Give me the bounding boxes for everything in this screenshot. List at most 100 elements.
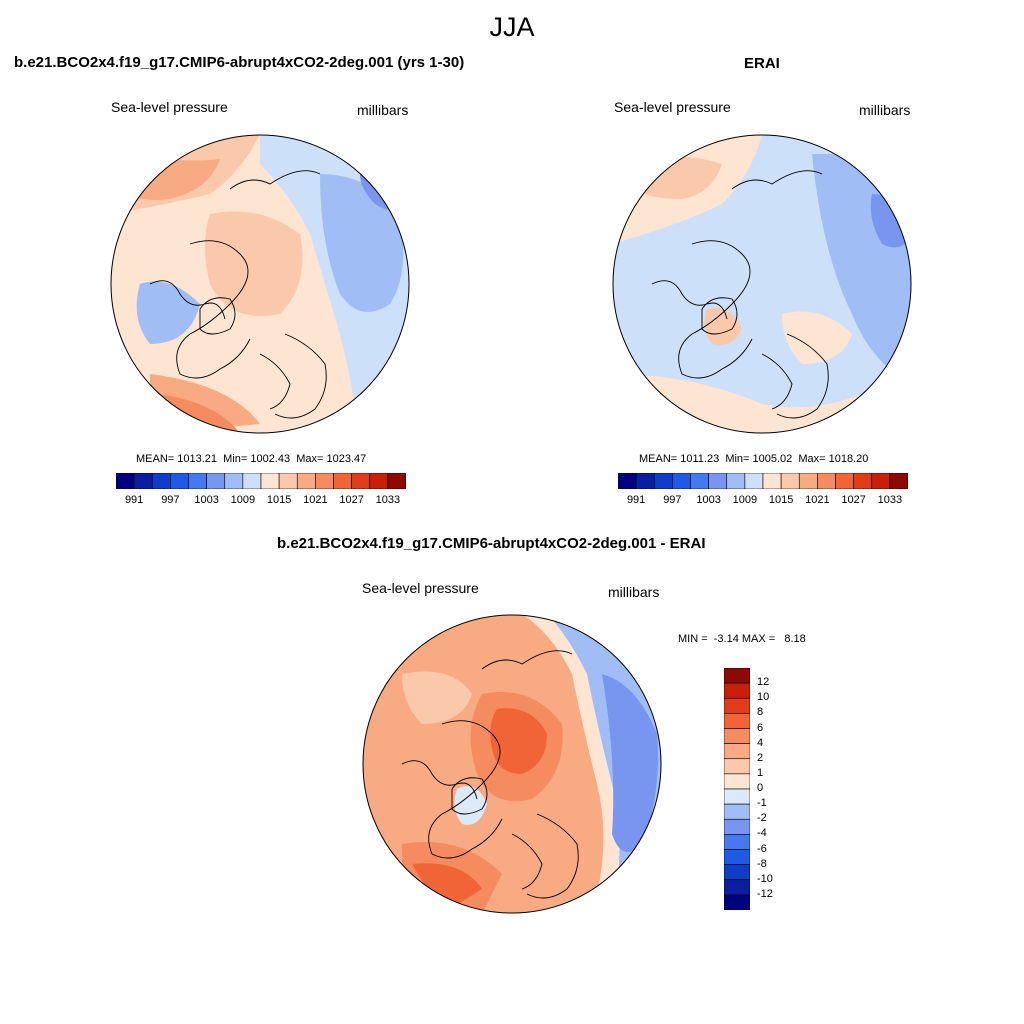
colorbar-swatch — [744, 473, 764, 489]
colorbar-swatch — [116, 473, 135, 489]
colorbar-swatch — [871, 473, 891, 489]
colorbar-swatch — [653, 473, 673, 489]
colorbar-swatch — [224, 473, 244, 489]
colorbar-swatch — [170, 473, 189, 489]
colorbar-swatch — [726, 473, 746, 489]
panel1-colorbar — [116, 473, 406, 489]
colorbar-swatch — [690, 473, 709, 489]
colorbar-tick-label: 991 — [626, 494, 646, 506]
colorbar-swatch — [296, 473, 316, 489]
panel2-variable-label: Sea-level pressure — [614, 99, 731, 115]
colorbar-swatch — [724, 803, 750, 820]
colorbar-tick-label: 10 — [757, 691, 770, 704]
colorbar-tick-label: 1003 — [194, 494, 219, 506]
colorbar-swatch — [762, 473, 782, 489]
panel2-title: ERAI — [744, 55, 780, 72]
colorbar-tick-label: -2 — [757, 812, 767, 825]
colorbar-tick-label: -12 — [757, 887, 773, 900]
colorbar-swatch — [315, 473, 334, 489]
colorbar-tick-label: 997 — [161, 494, 180, 506]
panel2-stats: MEAN= 1011.23 Min= 1005.02 Max= 1018.20 — [639, 453, 869, 465]
colorbar-tick-label: -4 — [757, 827, 767, 840]
figure-title: JJA — [489, 12, 535, 42]
colorbar-swatch — [853, 473, 873, 489]
colorbar-tick-label: 2 — [757, 751, 764, 764]
colorbar-swatch — [724, 818, 750, 835]
colorbar-tick-label: 997 — [663, 494, 682, 506]
colorbar-swatch — [724, 682, 750, 699]
colorbar-swatch — [724, 758, 750, 775]
colorbar-swatch — [387, 473, 406, 489]
colorbar-tick-label: -6 — [757, 842, 767, 855]
panel1-title: b.e21.BCO2x4.f19_g17.CMIP6-abrupt4xCO2-2… — [14, 54, 465, 71]
colorbar-swatch — [242, 473, 262, 489]
colorbar-swatch — [260, 473, 280, 489]
colorbar-swatch — [188, 473, 207, 489]
colorbar-swatch — [817, 473, 836, 489]
colorbar-swatch — [151, 473, 171, 489]
colorbar-tick-label: -1 — [757, 797, 767, 810]
colorbar-swatch — [672, 473, 691, 489]
colorbar-swatch — [133, 473, 153, 489]
colorbar-swatch — [708, 473, 728, 489]
colorbar-swatch — [278, 473, 298, 489]
panel2-units-label: millibars — [859, 102, 911, 118]
panel3-colorbar-labels: 12 10 8 6 4 2 1 0 -1 -2 -4 -6 -8 -10 -12 — [757, 668, 797, 910]
colorbar-swatch — [635, 473, 655, 489]
colorbar-tick-label: 1009 — [732, 494, 758, 506]
panel1-colorbar-labels: 991 997 1003 1009 1015 1021 1027 1033 — [116, 494, 406, 508]
colorbar-tick-label: 1027 — [841, 494, 866, 506]
panel3-units-label: millibars — [608, 584, 660, 600]
panel2-colorbar — [618, 473, 908, 489]
colorbar-swatch — [835, 473, 854, 489]
panel1-variable-label: Sea-level pressure — [111, 99, 228, 115]
colorbar-tick-label: 1015 — [768, 494, 794, 506]
panel1-units-label: millibars — [357, 102, 409, 118]
colorbar-tick-label: 8 — [757, 706, 764, 719]
colorbar-swatch — [333, 473, 352, 489]
colorbar-tick-label: 1015 — [266, 494, 292, 506]
colorbar-swatch — [369, 473, 389, 489]
colorbar-swatch — [780, 473, 800, 489]
panel3-colorbar — [724, 668, 750, 910]
colorbar-tick-label: 991 — [124, 494, 144, 506]
colorbar-swatch — [724, 668, 750, 684]
colorbar-tick-label: 12 — [757, 676, 770, 689]
colorbar-tick-label: 0 — [757, 782, 764, 794]
colorbar-swatch — [724, 713, 750, 729]
colorbar-tick-label: 4 — [757, 736, 764, 749]
colorbar-swatch — [618, 473, 637, 489]
colorbar-swatch — [889, 473, 908, 489]
colorbar-swatch — [351, 473, 371, 489]
colorbar-tick-label: 1033 — [877, 494, 903, 506]
colorbar-swatch — [724, 894, 750, 910]
panel1-stats: MEAN= 1013.21 Min= 1002.43 Max= 1023.47 — [136, 453, 367, 465]
colorbar-swatch — [206, 473, 226, 489]
panel1-map — [110, 134, 410, 434]
panel2-map — [612, 134, 912, 434]
colorbar-tick-label: 6 — [757, 721, 764, 734]
colorbar-tick-label: 1003 — [696, 494, 721, 506]
colorbar-swatch — [724, 728, 750, 744]
colorbar-swatch — [724, 788, 750, 805]
colorbar-tick-label: 1021 — [805, 494, 830, 506]
panel3-variable-label: Sea-level pressure — [362, 580, 479, 596]
colorbar-tick-label: 1021 — [303, 494, 328, 506]
panel3-map — [362, 614, 662, 914]
colorbar-swatch — [724, 864, 750, 881]
colorbar-tick-label: -10 — [757, 872, 773, 885]
colorbar-tick-label: 1 — [757, 766, 764, 779]
colorbar-swatch — [724, 773, 750, 790]
colorbar-tick-label: 1009 — [230, 494, 256, 506]
colorbar-swatch — [724, 834, 750, 850]
colorbar-swatch — [724, 697, 750, 714]
colorbar-tick-label: 1033 — [375, 494, 401, 506]
colorbar-swatch — [724, 743, 750, 760]
colorbar-swatch — [724, 879, 750, 896]
panel3-title: b.e21.BCO2x4.f19_g17.CMIP6-abrupt4xCO2-2… — [277, 535, 706, 552]
colorbar-swatch — [798, 473, 818, 489]
colorbar-swatch — [724, 849, 750, 865]
panel3-stats: MIN = -3.14 MAX = 8.18 — [678, 633, 806, 645]
colorbar-tick-label: -8 — [757, 857, 767, 870]
panel2-colorbar-labels: 991 997 1003 1009 1015 1021 1027 1033 — [618, 494, 908, 508]
